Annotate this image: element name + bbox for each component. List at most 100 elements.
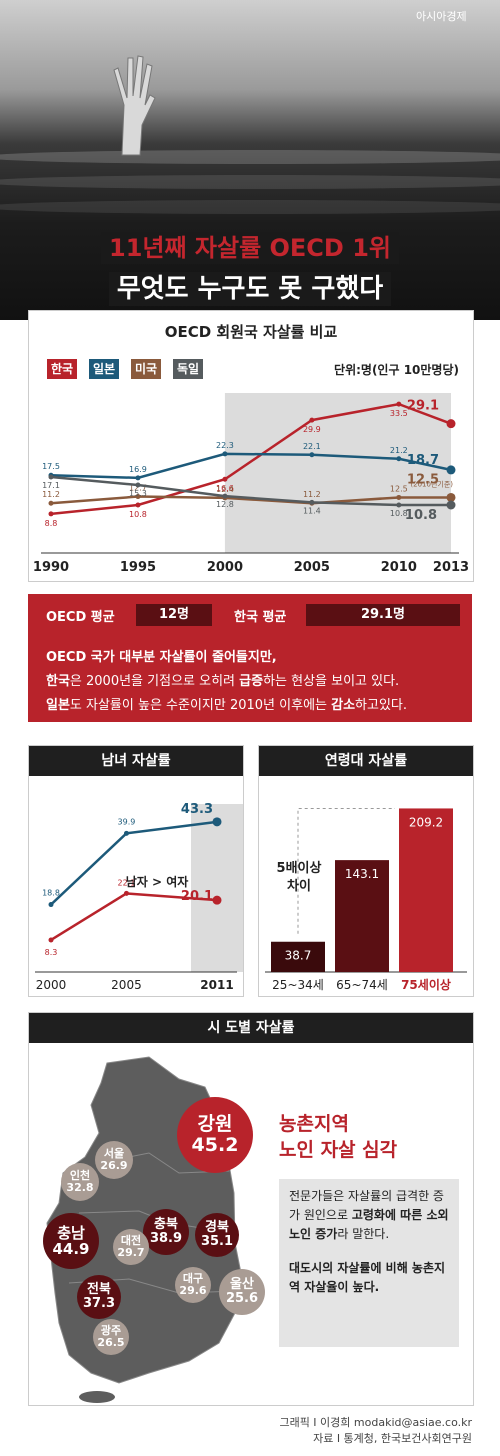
- us-note: (2010년기준): [410, 479, 453, 488]
- x-tick-label: 2011: [200, 978, 233, 992]
- bar-category-label: 65~74세: [336, 978, 388, 992]
- region-value: 38.9: [149, 1231, 183, 1246]
- oecd-line-chart: 1990 1995 2000 2005 2010 2013 8.8 10.8 16.6 29.9 3…: [33, 393, 469, 575]
- x-tick-label: 1990: [33, 560, 69, 575]
- data-point: [222, 476, 228, 482]
- data-point: [135, 475, 141, 481]
- region-name: 충남: [57, 1223, 85, 1242]
- data-label: 17.1: [42, 481, 60, 490]
- data-label: 12.5: [407, 472, 439, 487]
- bar-value-label: 209.2: [409, 815, 443, 829]
- data-label: 29.9: [303, 425, 321, 434]
- data-label: 11.2: [303, 490, 321, 499]
- data-point: [446, 492, 456, 502]
- series-line-3: [50, 475, 451, 507]
- region-value: 29.6: [179, 1284, 207, 1297]
- age-annotation-1: 5배이상: [277, 860, 322, 876]
- legend-usa: 미국: [131, 359, 162, 379]
- region-value: 44.9: [52, 1240, 90, 1258]
- x-tick-label: 1995: [120, 560, 156, 575]
- data-label: 22.1: [303, 442, 321, 451]
- data-label: 12.4: [216, 485, 234, 494]
- region-gangwon: 강원 45.2: [177, 1097, 253, 1173]
- data-label: 8.3: [45, 948, 58, 957]
- data-label: 21.2: [390, 446, 408, 455]
- title-line-1-text: 11년째 자살률 OECD 1위: [101, 232, 399, 264]
- data-point: [396, 502, 402, 508]
- desc-surge: 급증: [239, 674, 264, 689]
- region-name: 대전: [120, 1233, 142, 1247]
- data-label: 33.5: [390, 409, 408, 418]
- region-value: 26.9: [100, 1159, 128, 1172]
- region-name: 서울: [103, 1146, 125, 1160]
- data-point: [396, 494, 402, 500]
- legend-japan: 일본: [89, 359, 120, 379]
- region-gwangju: 광주 26.5: [93, 1319, 129, 1355]
- region-incheon: 인천 32.8: [61, 1163, 99, 1201]
- expert-paragraph-1: 전문가들은 자살률의 급격한 증가 원인으로 고령화에 따른 소외노인 증가라 …: [289, 1187, 449, 1245]
- summary-panel: OECD 평균 12명 한국 평균 29.1명 OECD 국가 대부분 자살률이…: [28, 594, 472, 722]
- map-headline-1: 농촌지역: [279, 1113, 349, 1135]
- data-label: 10.8: [129, 510, 147, 519]
- oecd-avg-value: 12명: [136, 604, 212, 626]
- credit-source: 자료 I 통계청, 한국보건사회연구원: [313, 1432, 472, 1445]
- region-name: 광주: [100, 1323, 122, 1337]
- data-point: [135, 494, 141, 500]
- bar: [335, 860, 389, 972]
- region-chungnam: 충남 44.9: [43, 1213, 99, 1269]
- region-seoul: 서울 26.9: [95, 1141, 133, 1179]
- desc-text: 은 2000년을 기점으로 오히려: [69, 674, 240, 689]
- gender-annotation: 남자 > 여자: [126, 874, 189, 889]
- desc-text: 하는 현상을 보이고 있다.: [263, 674, 400, 689]
- region-value: 32.8: [66, 1181, 94, 1194]
- bar: [271, 941, 325, 972]
- data-label: 20.1: [181, 889, 213, 904]
- hero-image: 아시아경제 11년째 자살률 OECD 1위 무엇도 누구도 못 구했다: [0, 0, 500, 320]
- data-point: [48, 937, 54, 943]
- data-point: [309, 452, 315, 458]
- series-line-2: [50, 495, 451, 505]
- wave-decoration: [0, 175, 500, 189]
- legend-korea: 한국: [47, 359, 78, 379]
- x-tick-label: 2013: [433, 560, 469, 575]
- legend-usa-label: 미국: [135, 362, 158, 376]
- desc-line-3: 일본도 자살률이 높은 수준이지만 2010년 이후에는 감소하고있다.: [46, 694, 466, 713]
- region-title: 시 도별 자살률: [29, 1013, 473, 1043]
- series-line-1: [50, 452, 452, 480]
- data-point: [48, 511, 54, 517]
- data-point: [446, 465, 456, 475]
- data-point: [309, 499, 315, 505]
- region-value: 45.2: [191, 1134, 239, 1156]
- title-line-2: 무엇도 누구도 못 구했다: [0, 268, 500, 306]
- region-name: 전북: [87, 1281, 111, 1297]
- oecd-chart-card: OECD 회원국 자살률 비교 한국 일본 미국 독일 단위:명(인구 10만명…: [28, 310, 474, 582]
- legend-germany: 독일: [173, 359, 204, 379]
- expert-emphasis: 고령화에 따른 소외노인 증가: [289, 1208, 449, 1242]
- unit-label: 단위:명(인구 10만명당): [334, 363, 459, 377]
- data-label: 12.8: [216, 500, 234, 509]
- data-label: 11.4: [303, 506, 321, 515]
- data-label: 18.8: [42, 889, 60, 898]
- region-ulsan: 울산 25.6: [219, 1269, 265, 1315]
- oecd-chart-title: OECD 회원국 자살률 비교: [164, 323, 338, 341]
- region-gyeongbuk: 경북 35.1: [195, 1213, 239, 1257]
- data-point: [48, 902, 54, 908]
- legend-germany-label: 독일: [177, 362, 200, 376]
- data-point: [222, 451, 228, 457]
- title-line-2-text: 무엇도 누구도 못 구했다: [108, 272, 392, 306]
- region-card: 시 도별 자살률 강원 45.2 서울 26.9 인천 32.8 충남 44.9 충북 3…: [28, 1012, 474, 1406]
- data-label: 22.1: [118, 878, 136, 887]
- bar-value-label: 38.7: [285, 949, 312, 963]
- data-point: [309, 417, 315, 423]
- drowning-hand-icon: [113, 55, 156, 156]
- publisher-logo: 아시아경제: [416, 10, 467, 23]
- wave-decoration: [0, 200, 500, 214]
- region-name: 울산: [230, 1276, 254, 1292]
- data-point: [396, 401, 402, 407]
- region-jeonbuk: 전북 37.3: [77, 1275, 121, 1319]
- data-point: [123, 890, 129, 896]
- data-label: 15.3: [129, 489, 147, 498]
- data-label: 39.9: [118, 817, 136, 826]
- x-tick-label: 2010: [381, 560, 417, 575]
